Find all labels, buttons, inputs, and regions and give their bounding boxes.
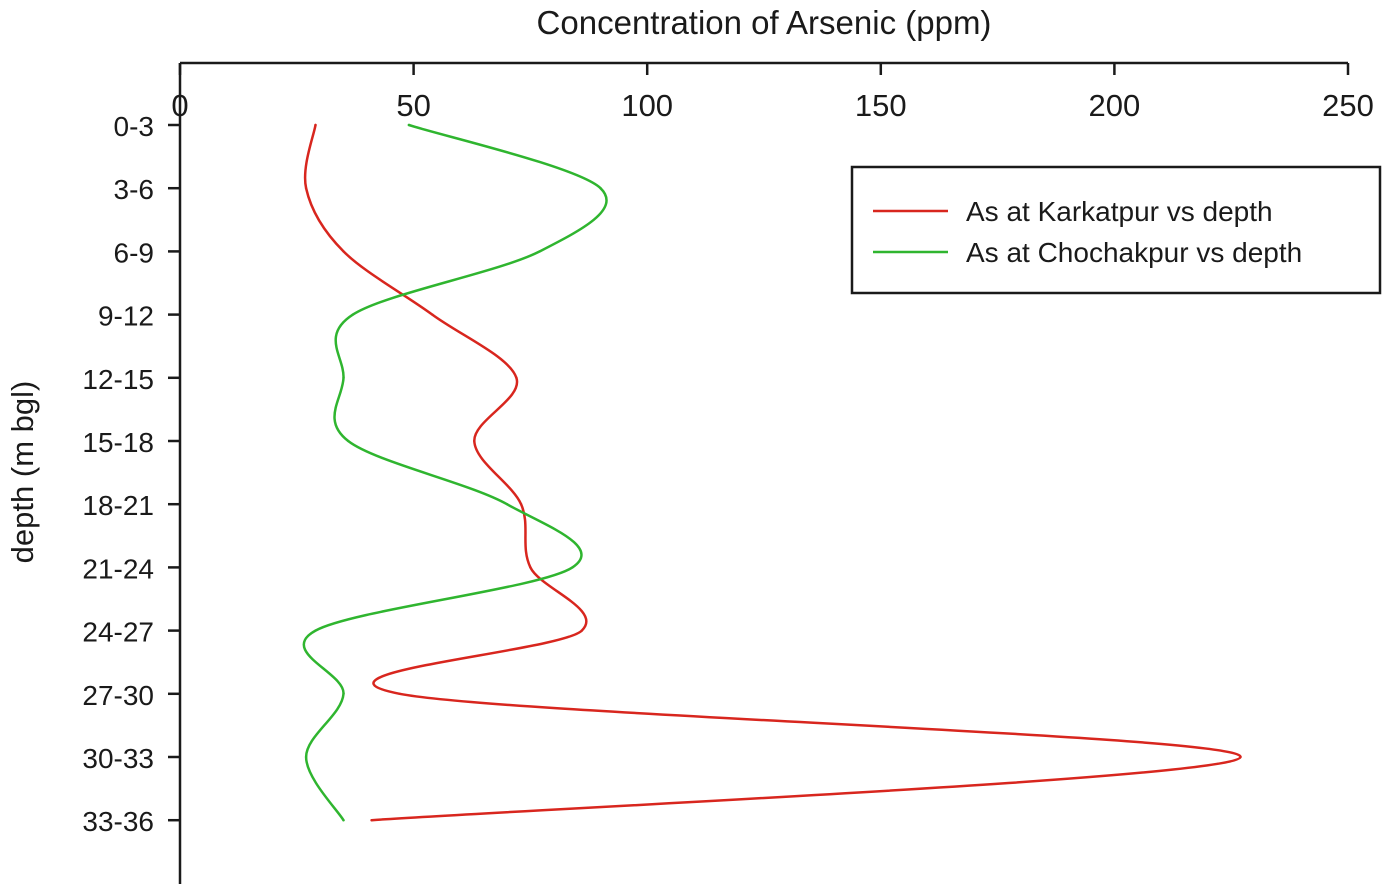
y-tick-label: 9-12 xyxy=(98,301,154,332)
data-point xyxy=(347,439,350,443)
x-ticks: 0 50 100 150 200 250 xyxy=(171,63,1374,123)
x-tick-label: 0 xyxy=(171,88,188,123)
y-tick-label: 30-33 xyxy=(82,743,154,774)
data-point xyxy=(1239,755,1242,759)
data-point xyxy=(529,566,532,569)
data-point xyxy=(304,187,308,190)
data-point xyxy=(580,629,583,632)
data-point xyxy=(342,376,345,379)
data-point xyxy=(599,187,602,190)
data-point xyxy=(519,503,523,506)
y-tick-label: 21-24 xyxy=(82,553,154,584)
y-tick-label: 3-6 xyxy=(114,174,154,205)
y-tick-label: 18-21 xyxy=(82,490,154,521)
y-tick-label: 0-3 xyxy=(114,111,154,142)
data-point xyxy=(398,692,401,695)
x-axis-title: Concentration of Arsenic (ppm) xyxy=(537,4,992,41)
y-ticks: 0-3 3-6 6-9 9-12 12-15 15-18 18-21 21-24 24-27 27… xyxy=(82,111,180,837)
y-tick-label: 6-9 xyxy=(114,237,154,268)
data-point xyxy=(342,692,345,695)
y-axis-title: depth (m bgl) xyxy=(5,381,40,564)
legend-label-karkatpur: As at Karkatpur vs depth xyxy=(966,196,1273,227)
data-point xyxy=(515,376,518,379)
data-point xyxy=(314,123,317,127)
legend: As at Karkatpur vs depth As at Chochakpu… xyxy=(850,165,1382,295)
data-point xyxy=(342,250,345,253)
series-lines xyxy=(302,123,1242,822)
y-tick-label: 12-15 xyxy=(82,364,154,395)
y-tick-label: 33-36 xyxy=(82,806,154,837)
legend-label-chochakpur: As at Chochakpur vs depth xyxy=(966,237,1302,268)
y-tick-label: 27-30 xyxy=(82,680,154,711)
data-point xyxy=(538,250,541,253)
data-point xyxy=(473,439,476,443)
x-tick-label: 50 xyxy=(396,88,430,123)
series-line-1 xyxy=(302,123,608,822)
y-tick-label: 24-27 xyxy=(82,617,154,648)
data-point xyxy=(314,629,317,632)
x-tick-label: 200 xyxy=(1089,88,1141,123)
x-tick-label: 100 xyxy=(621,88,673,123)
y-tick-label: 15-18 xyxy=(82,427,154,458)
data-point xyxy=(370,819,373,822)
data-point xyxy=(342,819,345,822)
legend-box xyxy=(850,165,1382,295)
data-point xyxy=(571,566,574,569)
data-point xyxy=(407,123,411,127)
data-point xyxy=(351,313,355,316)
data-point xyxy=(304,755,308,759)
data-point xyxy=(505,503,509,506)
data-point xyxy=(431,313,434,316)
x-tick-label: 150 xyxy=(855,88,907,123)
x-tick-label: 250 xyxy=(1322,88,1374,123)
